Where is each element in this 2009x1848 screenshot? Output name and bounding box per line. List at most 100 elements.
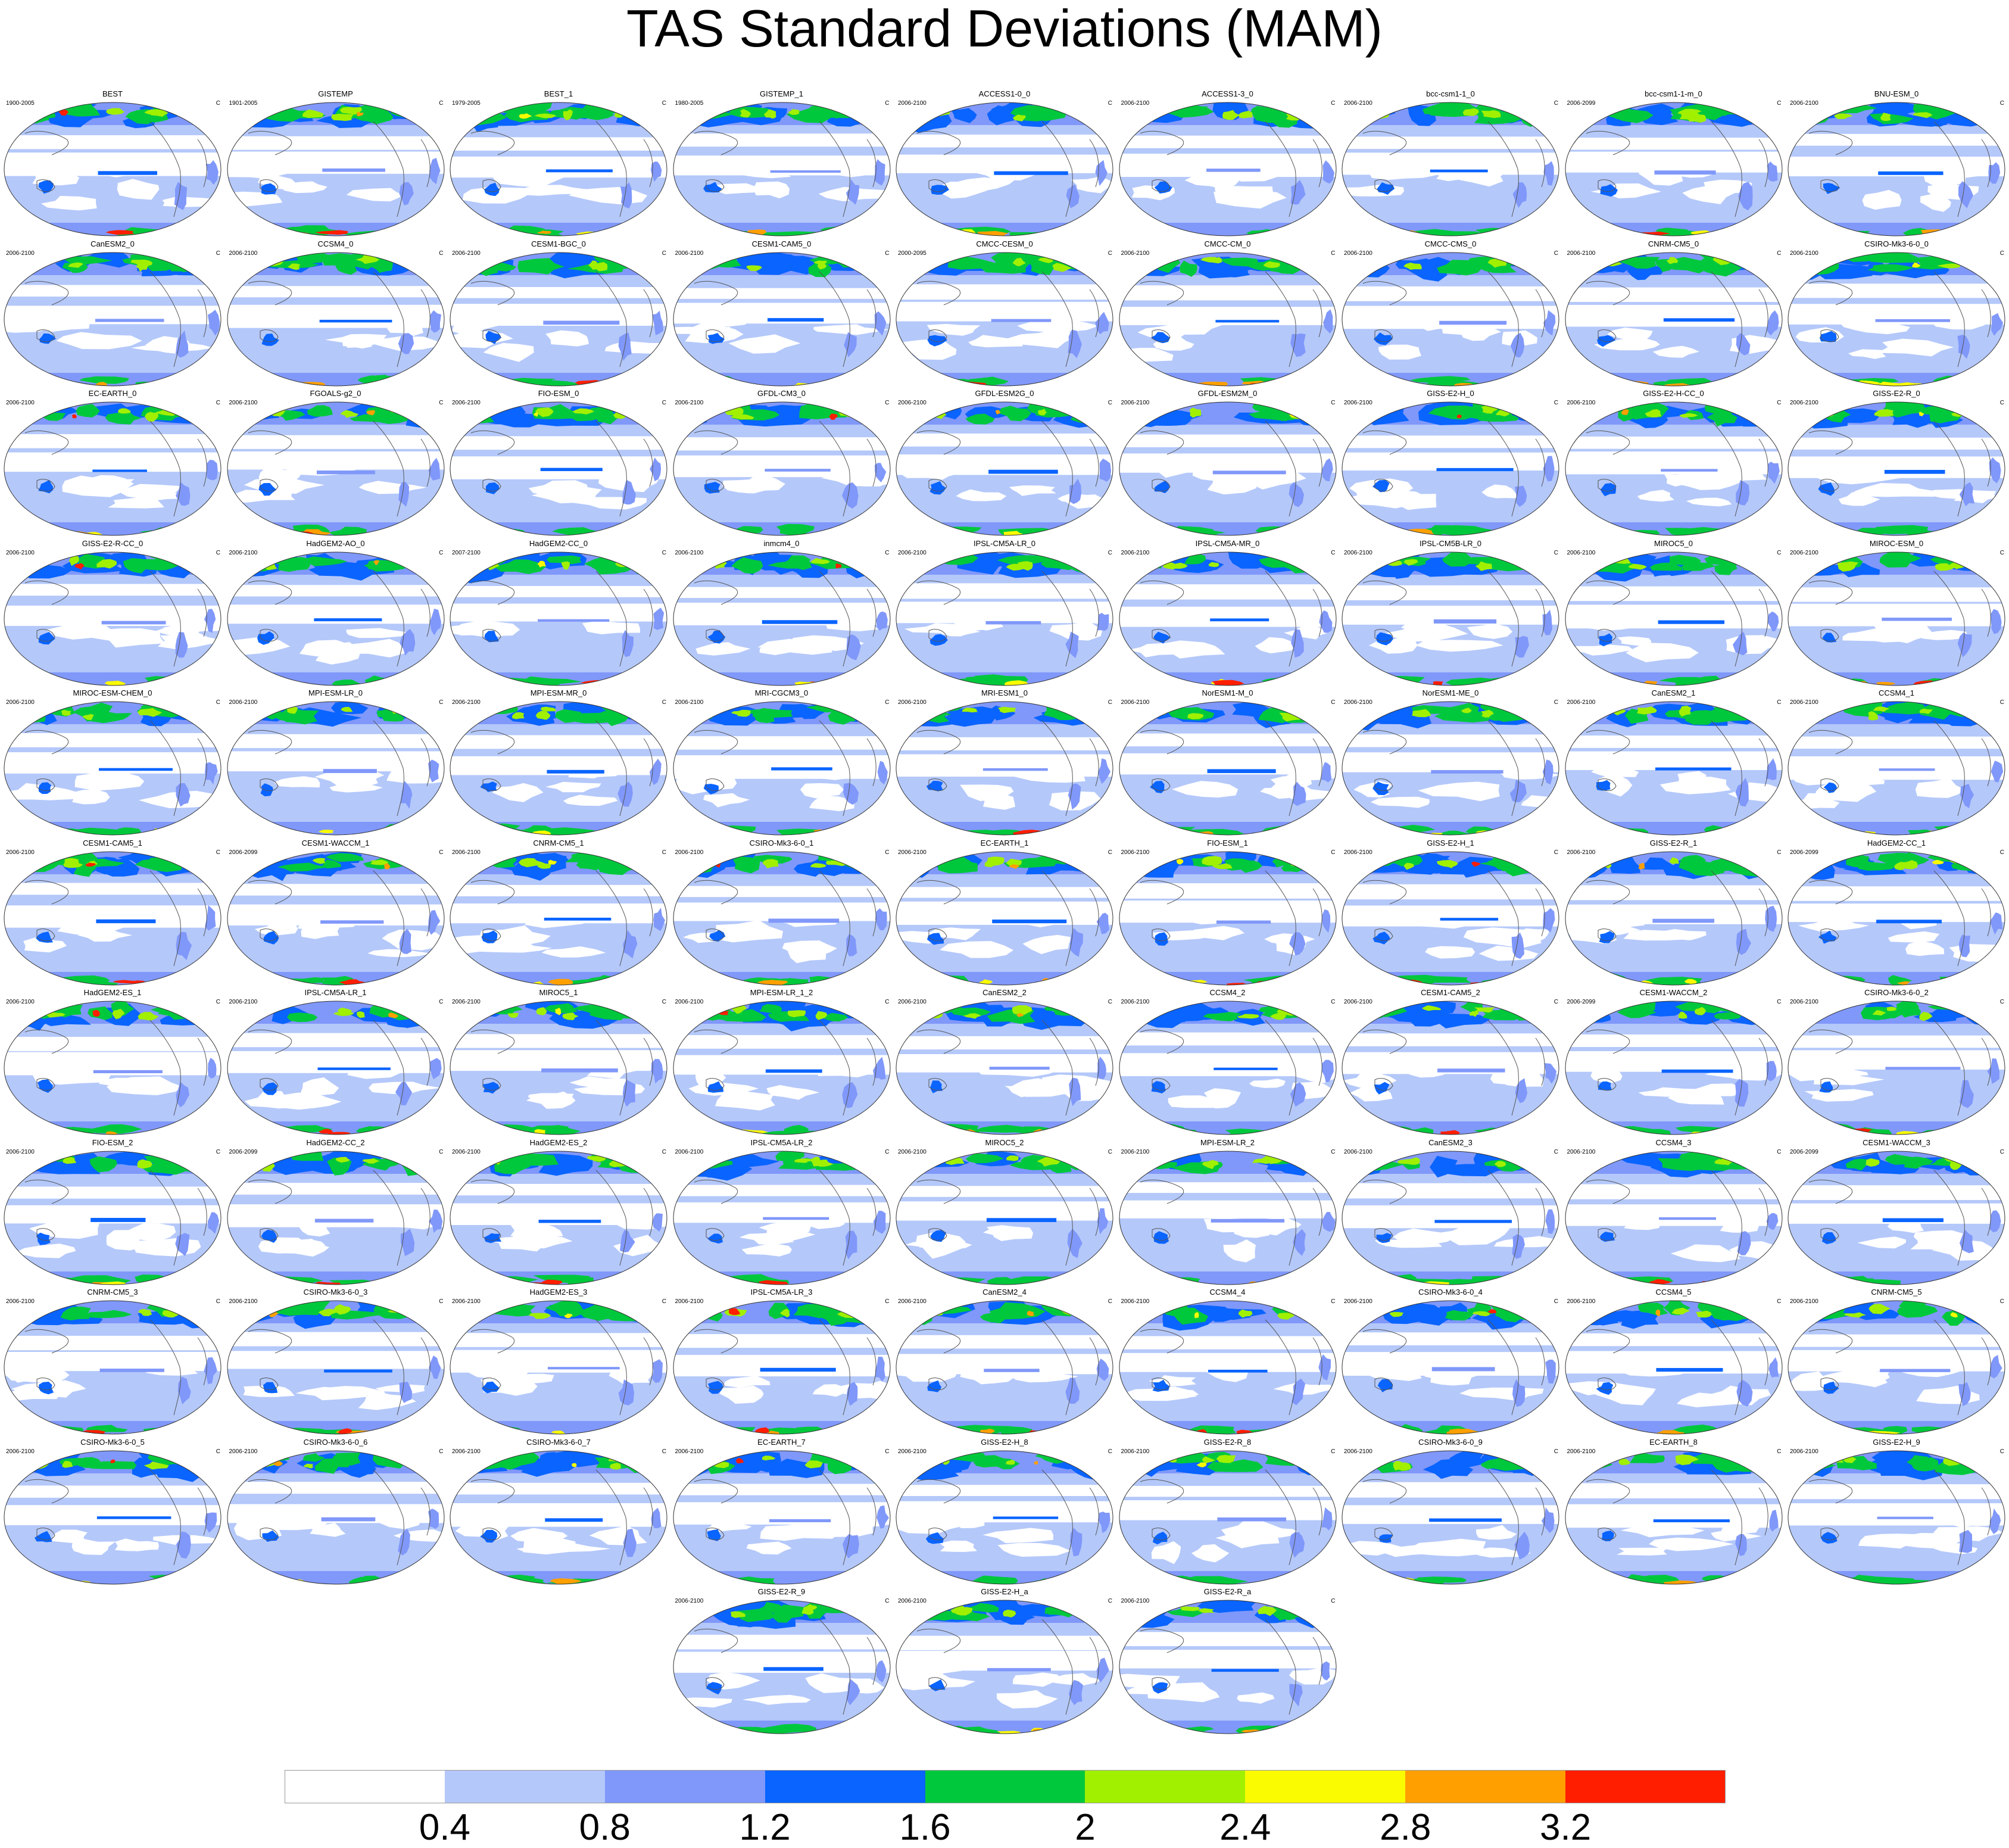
antarctic-patch (1711, 1127, 1762, 1135)
land-patch (1541, 1507, 1555, 1533)
land-patch (653, 907, 665, 931)
peak-variance-patch (534, 412, 538, 417)
peak-variance-patch (333, 1011, 354, 1016)
high-variance-patch (899, 1301, 929, 1312)
land-patch (1152, 1531, 1167, 1544)
low-variance-patch (71, 789, 110, 805)
low-variance-band (1342, 286, 1559, 301)
map-outline (227, 1450, 444, 1584)
map-panel: GISS-E2-R_9 2006-2100 C (670, 1587, 893, 1736)
land-patch (1374, 1082, 1390, 1095)
antarctic-patch (1287, 1277, 1336, 1285)
land-patch (1959, 482, 1975, 506)
panel-years: 2006-2100 (675, 1148, 704, 1155)
low-variance-patch (968, 334, 1023, 347)
antarctic-patch (896, 827, 936, 835)
antarctic-peak-patch (1361, 232, 1387, 236)
low-variance-band (673, 886, 890, 897)
peak-variance-patch (137, 1159, 153, 1168)
low-variance-patch (726, 166, 791, 179)
low-variance-patch (1921, 629, 1967, 640)
antarctic-patch (171, 528, 219, 535)
low-variance-band (1119, 1182, 1336, 1193)
high-variance-patch (260, 105, 302, 122)
high-variance-patch (767, 560, 812, 569)
panel-title: GISS-E2-R-CC_0 (82, 538, 144, 548)
panel-units: C (1777, 1148, 1782, 1155)
panel-title: GISS-E2-R_8 (1203, 1437, 1252, 1447)
low-variance-patch (162, 197, 221, 207)
antarctic-peak-patch (1648, 1279, 1672, 1284)
antarctic-peak-patch (397, 680, 420, 685)
antarctic-peak-patch (259, 1578, 272, 1584)
high-variance-patch (1942, 1309, 1966, 1326)
high-variance-patch (1206, 1459, 1264, 1472)
panel-years: 2006-2100 (6, 699, 35, 706)
map-plot (4, 1300, 222, 1435)
coastline (694, 420, 876, 517)
antarctic-patch (896, 529, 942, 535)
high-variance-patch (1565, 252, 1608, 267)
peak-variance-patch (762, 1455, 775, 1460)
enso-band (91, 1217, 146, 1222)
panel-years: 2006-2100 (675, 1448, 704, 1455)
low-variance-patch (1236, 1692, 1275, 1704)
land-patch (874, 159, 885, 186)
low-variance-patch (1127, 643, 1175, 657)
land-patch (651, 1059, 663, 1084)
low-variance-band (227, 883, 444, 896)
low-variance-patch (766, 1085, 819, 1100)
peak-variance-patch (68, 554, 79, 566)
high-variance-patch (89, 1156, 117, 1172)
antarctic-patch (844, 1126, 870, 1135)
panel-title: CSIRO-Mk3-6-0_0 (1864, 239, 1929, 248)
low-variance-patch (1623, 1220, 1660, 1230)
antarctic-peak-patch (1709, 532, 1721, 535)
low-variance-patch (1475, 1525, 1517, 1540)
antarctic-patch (1934, 825, 1968, 834)
high-variance-patch (677, 557, 720, 565)
map-outline (1565, 1300, 1782, 1435)
antarctic-patch (921, 1276, 986, 1285)
peak-variance-patch (261, 557, 273, 565)
panel-years: 2006-2100 (1121, 549, 1150, 556)
peak-variance-patch (572, 408, 594, 415)
high-variance-patch (1153, 413, 1191, 426)
peak-variance-patch (1397, 1158, 1414, 1164)
high-variance-patch (1806, 859, 1835, 880)
map-outline (4, 102, 222, 236)
coastline (1140, 1619, 1322, 1715)
map-plot (4, 1001, 222, 1135)
arctic-band (4, 1301, 221, 1323)
antarctic-peak-patch (1156, 1431, 1186, 1434)
enso-band (316, 470, 375, 475)
land-patch (1544, 1063, 1557, 1084)
panel-years: 2006-2100 (675, 400, 704, 406)
low-variance-patch (1008, 1078, 1052, 1098)
antarctic-peak-patch (1524, 1580, 1541, 1584)
antarctic-patch (227, 375, 270, 386)
map-outline (896, 701, 1113, 836)
enso-band (99, 768, 173, 771)
enso-band (1879, 768, 1935, 771)
map-panel: EC-EARTH_0 2006-2100 C (1, 389, 224, 538)
map-plot (673, 102, 890, 236)
land-patch (205, 762, 218, 785)
panel-units: C (216, 849, 220, 856)
low-variance-band (896, 1185, 1113, 1197)
coastline (470, 720, 653, 817)
antarctic-patch (673, 677, 725, 685)
high-variance-patch (947, 255, 994, 270)
peak-variance-patch (534, 113, 557, 119)
coastline (248, 720, 430, 817)
antarctic-patch (1652, 381, 1679, 386)
map-panel: MPI-ESM-LR_1_2 2006-2100 C (670, 988, 893, 1137)
peak-variance-patch (950, 1606, 968, 1614)
antarctic-patch (896, 828, 948, 835)
low-variance-patch (1255, 637, 1295, 653)
antarctic-peak-patch (1749, 1428, 1763, 1433)
map-plot (896, 1300, 1113, 1435)
high-variance-patch (1573, 858, 1602, 867)
land-patch (1378, 1534, 1393, 1543)
map-plot (1342, 551, 1559, 685)
